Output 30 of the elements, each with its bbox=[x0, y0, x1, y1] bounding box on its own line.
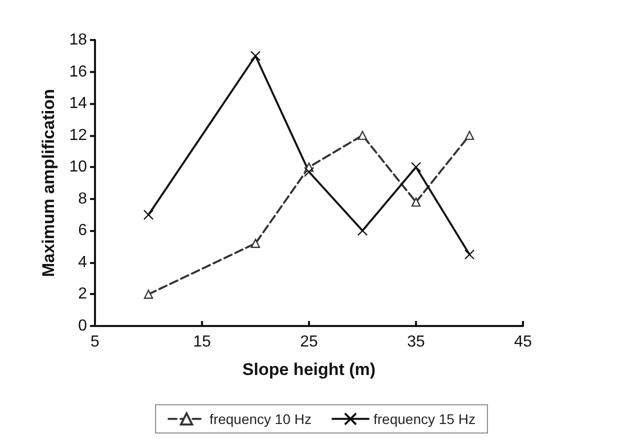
point bbox=[357, 226, 368, 236]
x-axis-title: Slope height (m) bbox=[242, 360, 376, 379]
legend-label: frequency 10 Hz bbox=[210, 410, 312, 427]
x-tick-label: 5 bbox=[90, 334, 100, 350]
x-tick-label: 25 bbox=[300, 334, 318, 350]
point bbox=[143, 210, 154, 220]
y-tick-label: 18 bbox=[69, 32, 88, 48]
y-axis-title: Maximum amplification bbox=[39, 89, 58, 277]
x-tick-label: 45 bbox=[514, 334, 532, 350]
y-tick-label: 16 bbox=[69, 63, 88, 80]
y-tick-label: 10 bbox=[69, 158, 88, 176]
point bbox=[464, 130, 474, 140]
point bbox=[304, 166, 314, 177]
point bbox=[250, 238, 260, 248]
point bbox=[464, 249, 475, 260]
y-tick-label: 8 bbox=[78, 190, 88, 208]
x-tick-label: 15 bbox=[193, 334, 211, 350]
y-tick-label: 2 bbox=[78, 286, 88, 303]
point bbox=[411, 197, 421, 207]
point bbox=[410, 162, 422, 172]
y-tick-label: 0 bbox=[78, 318, 88, 334]
point bbox=[358, 130, 368, 140]
x-tick-label: 35 bbox=[407, 334, 425, 350]
point bbox=[144, 290, 154, 299]
y-tick-label: 6 bbox=[78, 222, 88, 240]
y-tick-label: 14 bbox=[69, 95, 88, 112]
y-tick-label: 4 bbox=[78, 254, 88, 271]
y-tick-label: 12 bbox=[69, 126, 88, 144]
legend-label: frequency 15 Hz bbox=[374, 410, 476, 427]
point bbox=[250, 50, 261, 61]
